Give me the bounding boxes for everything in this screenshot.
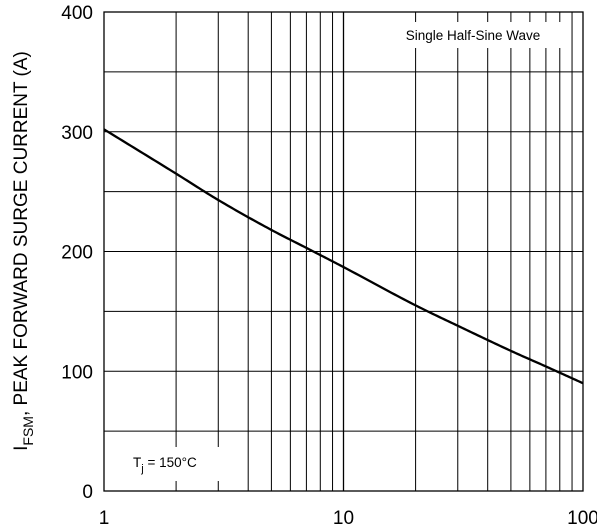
series-line — [103, 128, 584, 385]
x-tick-label: 100 — [567, 508, 597, 529]
x-tick-label: 10 — [333, 508, 354, 529]
y-tick-label: 100 — [61, 362, 93, 383]
y-axis-label: IFSM, PEAK FORWARD SURGE CURRENT (A) — [11, 51, 36, 451]
annotation-box-temperature — [124, 447, 224, 481]
plot-frame — [103, 11, 584, 492]
annotation-box-waveform — [379, 22, 568, 48]
y-tick-label: 400 — [61, 3, 93, 24]
annotation-temperature-subscript: j — [140, 463, 143, 475]
annotation-waveform: Single Half-Sine Wave — [406, 28, 541, 43]
grid-lines — [104, 12, 583, 491]
annotation-temperature: Tj = 150°C — [133, 455, 197, 475]
y-axis-label-main: I — [11, 446, 32, 451]
y-tick-label: 0 — [82, 482, 93, 503]
annotation-temperature-symbol: T — [133, 455, 141, 470]
y-tick-label: 300 — [61, 123, 93, 144]
y-tick-label: 200 — [61, 243, 93, 264]
x-tick-label: 1 — [99, 508, 110, 529]
annotation-temperature-value: = 150°C — [144, 455, 197, 470]
y-axis-label-rest: , PEAK FORWARD SURGE CURRENT (A) — [11, 51, 32, 416]
y-axis-label-subscript: FSM — [20, 416, 36, 446]
tick-labels: 1 10 100 0 100 200 300 400 — [61, 3, 597, 529]
